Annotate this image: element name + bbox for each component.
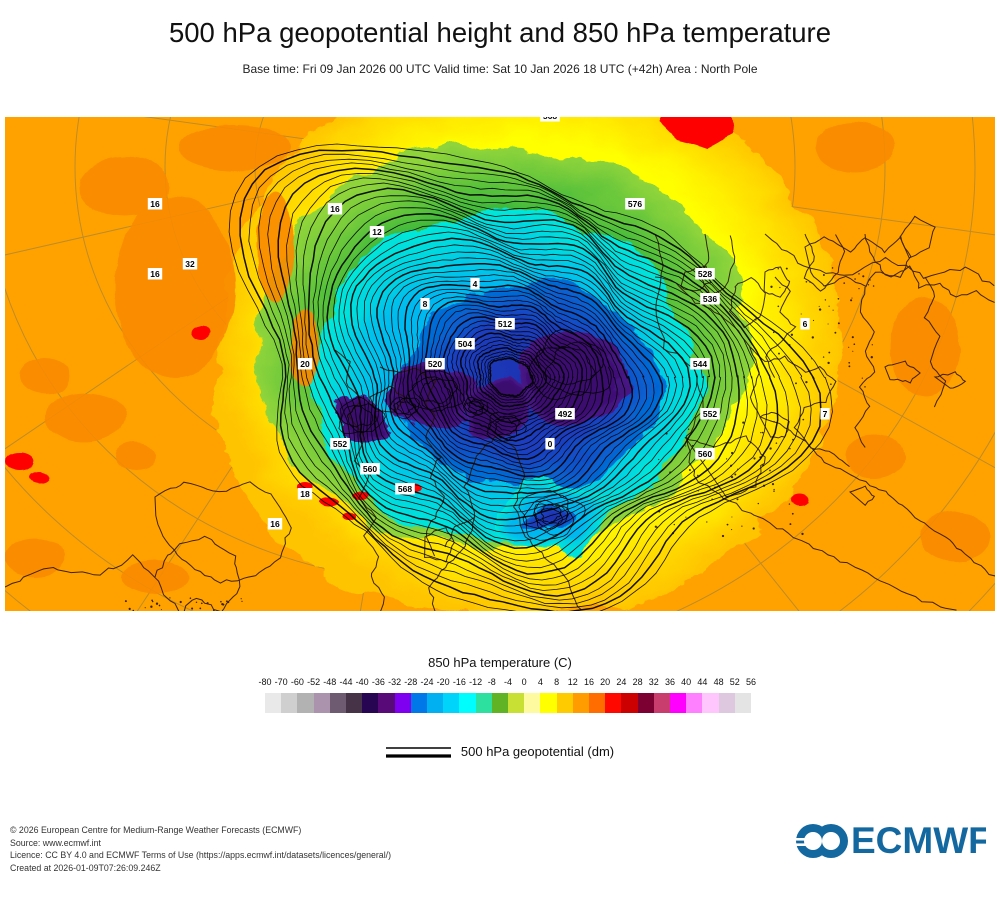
svg-text:0: 0 <box>548 439 553 449</box>
svg-text:536: 536 <box>703 294 717 304</box>
svg-text:568: 568 <box>398 484 412 494</box>
svg-text:8: 8 <box>423 299 428 309</box>
svg-text:560: 560 <box>363 464 377 474</box>
svg-text:544: 544 <box>693 359 707 369</box>
svg-text:16: 16 <box>330 204 340 214</box>
svg-text:520: 520 <box>428 359 442 369</box>
svg-text:492: 492 <box>558 409 572 419</box>
svg-text:568: 568 <box>543 117 557 121</box>
svg-text:20: 20 <box>300 359 310 369</box>
svg-text:6: 6 <box>803 319 808 329</box>
svg-text:18: 18 <box>300 489 310 499</box>
svg-text:560: 560 <box>698 449 712 459</box>
svg-text:4: 4 <box>473 279 478 289</box>
svg-text:7: 7 <box>823 409 828 419</box>
svg-text:12: 12 <box>372 227 382 237</box>
svg-text:32: 32 <box>185 259 195 269</box>
svg-text:504: 504 <box>458 339 472 349</box>
svg-text:ECMWF: ECMWF <box>851 820 986 861</box>
svg-text:528: 528 <box>698 269 712 279</box>
svg-text:16: 16 <box>150 269 160 279</box>
svg-text:552: 552 <box>703 409 717 419</box>
svg-text:512: 512 <box>498 319 512 329</box>
svg-text:16: 16 <box>270 519 280 529</box>
svg-text:16: 16 <box>150 199 160 209</box>
svg-text:576: 576 <box>628 199 642 209</box>
svg-text:552: 552 <box>333 439 347 449</box>
